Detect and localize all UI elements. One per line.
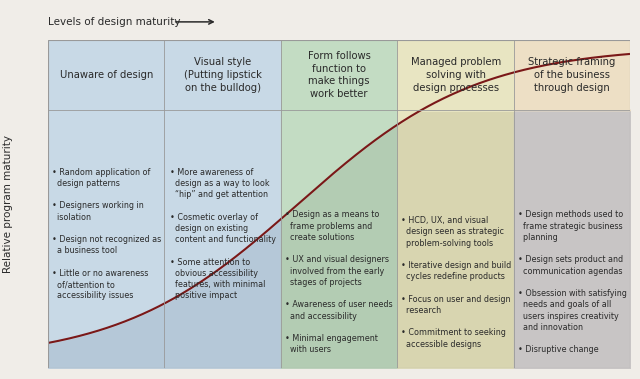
Bar — [48, 110, 164, 368]
Text: Levels of design maturity: Levels of design maturity — [48, 17, 187, 27]
Text: Form follows
function to
make things
work better: Form follows function to make things wor… — [308, 51, 371, 99]
Bar — [281, 110, 397, 368]
Bar — [281, 40, 397, 110]
Bar — [514, 110, 630, 368]
Text: • Random application of
  design patterns

• Designers working in
  isolation

•: • Random application of design patterns … — [52, 168, 161, 300]
Text: Managed problem
solving with
design processes: Managed problem solving with design proc… — [410, 57, 501, 93]
Bar — [48, 40, 164, 110]
Bar — [164, 40, 281, 110]
Text: Relative program maturity: Relative program maturity — [3, 135, 13, 273]
Bar — [397, 40, 514, 110]
Text: Visual style
(Putting lipstick
on the bulldog): Visual style (Putting lipstick on the bu… — [184, 57, 262, 93]
Text: Strategic framing
of the business
through design: Strategic framing of the business throug… — [529, 57, 616, 93]
Text: • Design as a means to
  frame problems and
  create solutions

• UX and visual : • Design as a means to frame problems an… — [285, 210, 393, 354]
Bar — [164, 110, 281, 368]
Bar — [514, 40, 630, 110]
Text: Unaware of design: Unaware of design — [60, 70, 153, 80]
Text: • HCD, UX, and visual
  design seen as strategic
  problem-solving tools

• Iter: • HCD, UX, and visual design seen as str… — [401, 216, 511, 349]
Text: • More awareness of
  design as a way to look
  “hip” and get attention

• Cosme: • More awareness of design as a way to l… — [170, 168, 276, 300]
Bar — [397, 110, 514, 368]
Text: • Design methods used to
  frame strategic business
  planning

• Design sets pr: • Design methods used to frame strategic… — [518, 210, 627, 354]
